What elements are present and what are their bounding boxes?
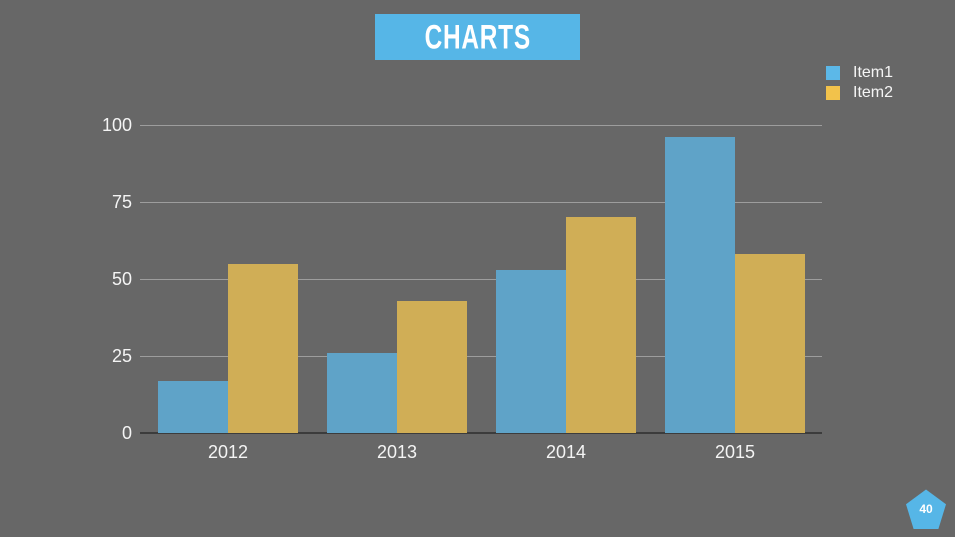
y-tick-label: 50 xyxy=(111,269,132,289)
gridline-100 xyxy=(140,125,822,126)
pentagon-icon xyxy=(906,489,946,529)
x-tick-label: 2013 xyxy=(376,442,418,462)
gridline-50 xyxy=(140,279,822,280)
bar-item2-2014 xyxy=(566,217,636,433)
x-tick-label: 2012 xyxy=(207,442,249,462)
legend-swatch-item2 xyxy=(826,86,840,100)
bar-item1-2013 xyxy=(327,353,397,433)
y-tick-label: 25 xyxy=(111,346,132,366)
x-axis-line xyxy=(140,432,822,434)
title-banner: CHARTS xyxy=(375,14,580,60)
bar-item2-2013 xyxy=(397,301,467,433)
legend-label-item2: Item2 xyxy=(853,84,894,101)
x-tick-label: 2015 xyxy=(714,442,756,462)
bar-item2-2015 xyxy=(735,254,805,433)
x-tick-label: 2014 xyxy=(545,442,587,462)
y-tick-label: 100 xyxy=(101,115,132,135)
page-number: 40 xyxy=(919,502,933,516)
bar-item1-2014 xyxy=(496,270,566,433)
legend-item: Item1 xyxy=(826,63,893,83)
y-tick-label: 75 xyxy=(111,192,132,212)
gridline-25 xyxy=(140,356,822,357)
legend-item: Item2 xyxy=(826,83,893,103)
page-number-badge: 40 xyxy=(905,489,947,530)
bar-item2-2012 xyxy=(228,264,298,433)
bar-item1-2015 xyxy=(665,137,735,433)
y-tick-label: 0 xyxy=(121,423,132,443)
bar-item1-2012 xyxy=(158,381,228,433)
legend-label-item1: Item1 xyxy=(853,64,894,81)
legend-swatch-item1 xyxy=(826,66,840,80)
slide-title: CHARTS xyxy=(424,17,531,56)
chart-legend: Item1 Item2 xyxy=(826,63,893,103)
gridline-75 xyxy=(140,202,822,203)
